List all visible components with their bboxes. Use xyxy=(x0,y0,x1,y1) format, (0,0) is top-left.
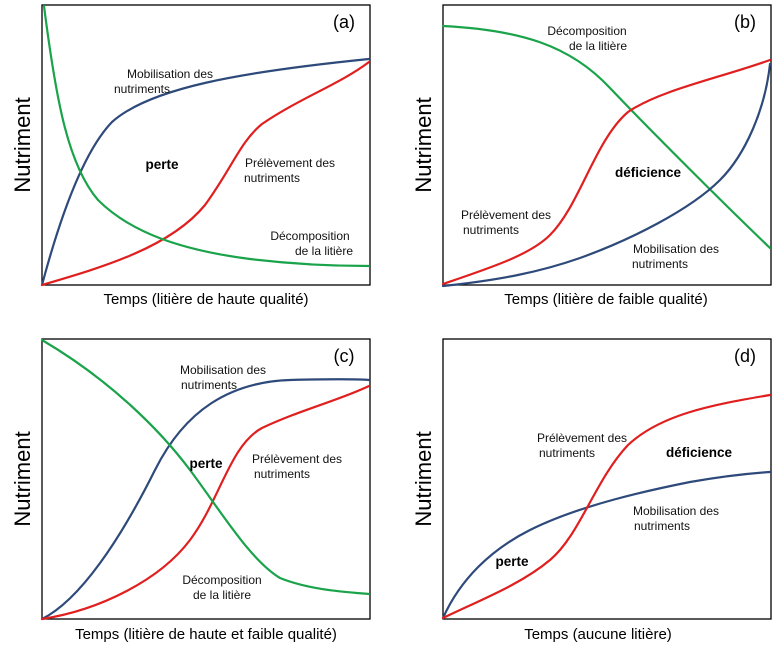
panel-b-mobilisation-label: Mobilisation des nutriments xyxy=(632,242,719,271)
panel-c-prelevement-curve xyxy=(40,384,371,621)
panel-a-tag: (a) xyxy=(333,12,355,32)
panel-a-decomposition-label: Décomposition de la litière xyxy=(270,229,353,258)
panel-d-prelevement-label: Prélèvement des nutriments xyxy=(537,431,627,460)
panel-a-mobilisation-label: Mobilisation des nutriments xyxy=(114,67,213,96)
panel-d: Nutriment Temps (aucune litière) (d) Pré… xyxy=(411,338,772,643)
panel-b-zone-label: déficience xyxy=(615,165,682,180)
panel-d-frame xyxy=(442,338,772,620)
panel-b-ylabel: Nutriment xyxy=(411,97,436,192)
panel-b-frame xyxy=(442,4,772,286)
panel-a-ylabel: Nutriment xyxy=(10,97,35,192)
panel-c-frame xyxy=(41,338,371,620)
panel-c-zone-label: perte xyxy=(189,456,223,471)
panel-d-mobilisation-curve xyxy=(441,470,772,620)
panel-c-mobilisation-label: Mobilisation des nutriments xyxy=(180,363,266,392)
panel-d-tag: (d) xyxy=(734,346,756,366)
panel-a-prelevement-label: Prélèvement des nutriments xyxy=(244,156,335,185)
panel-d-loss-label: perte xyxy=(495,554,529,569)
panel-c-mobilisation-curve xyxy=(40,378,371,621)
panel-c-xlabel: Temps (litière de haute et faible qualit… xyxy=(75,626,337,643)
panel-a-mobilisation-curve xyxy=(40,57,371,287)
panel-a-decomposition-curve xyxy=(42,4,371,268)
panel-b-prelevement-label: Prélèvement des nutriments xyxy=(461,208,551,237)
panel-a-xlabel: Temps (litière de haute qualité) xyxy=(103,291,308,308)
panel-d-deficit-label: déficience xyxy=(666,445,733,460)
panel-a: Nutriment Temps (litière de haute qualit… xyxy=(10,4,371,308)
panel-c-tag: (c) xyxy=(334,346,355,366)
panel-c-ylabel: Nutriment xyxy=(10,431,35,526)
panel-d-ylabel: Nutriment xyxy=(411,431,436,526)
panel-a-prelevement-curve xyxy=(40,60,371,287)
panel-a-frame xyxy=(41,4,371,286)
panel-c-decomposition-curve xyxy=(40,338,371,596)
panel-b-decomposition-label: Décomposition de la litière xyxy=(547,24,627,53)
panel-b: Nutriment Temps (litière de faible quali… xyxy=(411,4,772,308)
panel-c-prelevement-label: Prélèvement des nutriments xyxy=(252,452,342,481)
panel-d-xlabel: Temps (aucune litière) xyxy=(524,626,672,643)
panel-b-mobilisation-curve xyxy=(441,62,772,288)
panel-b-decomposition-curve xyxy=(441,24,772,250)
panel-a-zone-label: perte xyxy=(145,157,179,172)
panel-b-xlabel: Temps (litière de faible qualité) xyxy=(504,291,707,308)
panel-b-tag: (b) xyxy=(734,12,756,32)
panel-d-prelevement-curve xyxy=(441,393,772,620)
panel-c: Nutriment Temps (litière de haute et fai… xyxy=(10,338,371,643)
panel-d-mobilisation-label: Mobilisation des nutriments xyxy=(633,504,719,533)
panel-b-prelevement-curve xyxy=(441,58,772,286)
panel-c-decomposition-label: Décomposition de la litière xyxy=(182,573,261,602)
